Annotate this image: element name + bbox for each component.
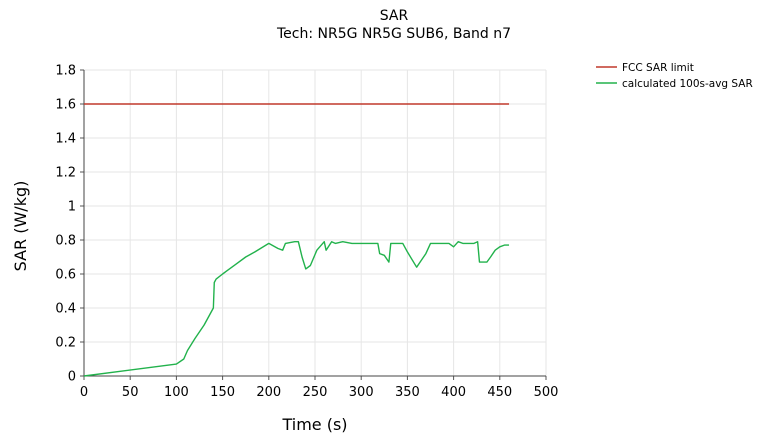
x-tick-label: 50 [122, 385, 139, 400]
axes [80, 69, 547, 380]
y-tick-label: 1.2 [55, 166, 76, 181]
y-tick-label: 0 [68, 370, 76, 385]
y-tick-labels: 0 0.2 0.4 0.6 0.8 1 1.2 1.4 1.6 1.8 [55, 64, 76, 385]
x-tick-label: 150 [210, 385, 235, 400]
y-tick-label: 1 [68, 200, 76, 215]
x-tick-label: 350 [395, 385, 420, 400]
x-axis-title: Time (s) [281, 415, 347, 434]
series-line-1 [83, 240, 510, 377]
legend-label-calculated: calculated 100s-avg SAR [622, 78, 753, 90]
y-tick-label: 0.4 [55, 302, 76, 317]
x-tick-label: 200 [256, 385, 281, 400]
y-tick-label: 0.2 [55, 336, 76, 351]
x-tick-label: 300 [349, 385, 374, 400]
y-tick-label: 0.6 [55, 268, 76, 283]
x-tick-label: 0 [80, 385, 88, 400]
legend: FCC SAR limit calculated 100s-avg SAR [596, 62, 753, 90]
x-tick-label: 450 [487, 385, 512, 400]
legend-label-fcc: FCC SAR limit [622, 62, 694, 74]
x-tick-label: 400 [441, 385, 466, 400]
x-tick-label: 250 [303, 385, 328, 400]
x-tick-label: 500 [534, 385, 559, 400]
x-tick-labels: 0 50 100 150 200 250 300 350 400 450 500 [80, 385, 559, 400]
chart-subtitle: Tech: NR5G NR5G SUB6, Band n7 [276, 26, 511, 42]
chart-title: SAR [380, 8, 409, 24]
y-tick-label: 0.8 [55, 234, 76, 249]
y-tick-label: 1.4 [55, 132, 76, 147]
x-tick-label: 100 [164, 385, 189, 400]
series-lines [83, 103, 510, 377]
grid-lines [84, 69, 547, 376]
y-tick-label: 1.6 [55, 98, 76, 113]
y-tick-label: 1.8 [55, 64, 76, 79]
y-axis-title: SAR (W/kg) [11, 181, 30, 272]
